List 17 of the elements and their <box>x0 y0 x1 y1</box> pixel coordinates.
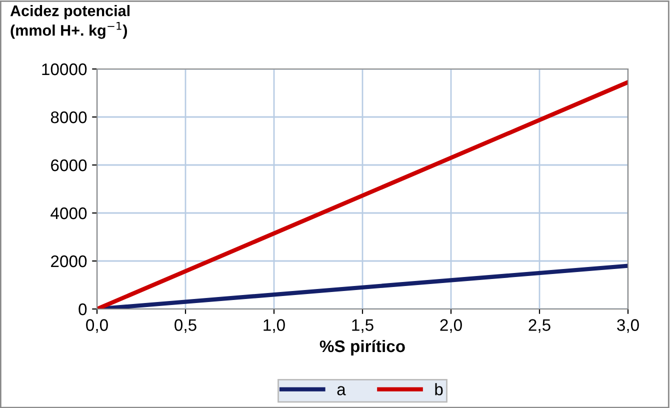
y-tick-label: 0 <box>78 303 87 316</box>
x-tick-label: 2,5 <box>528 319 550 333</box>
y-tick-label: 6000 <box>51 159 87 172</box>
x-tick-label: 0,5 <box>174 319 196 333</box>
y-tick-label: 8000 <box>50 111 87 124</box>
y-axis-title: Acidez potencial (mmol H+. kg$^{−1}$) <box>10 5 130 39</box>
x-axis-title: %S pirítico <box>320 340 405 356</box>
x-tick-label: 1,5 <box>352 319 374 333</box>
y-tick-label: 4000 <box>50 207 87 220</box>
x-tick-label: 1,0 <box>264 319 285 333</box>
y-tick-label: 10000 <box>42 63 87 76</box>
legend-label: a <box>337 386 346 396</box>
x-tick-label: 2,0 <box>440 319 462 333</box>
x-tick-label: 3,0 <box>617 319 639 333</box>
legend-label: b <box>435 383 443 396</box>
x-tick-label: 0,0 <box>86 319 108 333</box>
y-tick-label: 2000 <box>51 255 87 268</box>
